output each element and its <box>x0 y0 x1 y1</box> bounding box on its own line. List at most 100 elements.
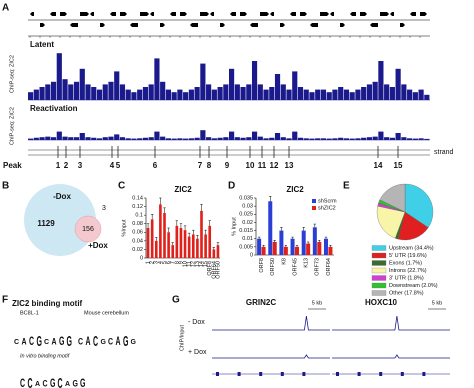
chart-title: ZIC2 <box>174 185 192 194</box>
coverage-track <box>212 354 330 359</box>
condition-label: - Dox <box>188 319 205 326</box>
signal-bar <box>142 87 149 100</box>
error-bar <box>187 232 191 237</box>
bar <box>146 228 150 258</box>
signal-bar <box>234 84 240 100</box>
legend-swatch <box>371 290 387 296</box>
peak-number: 4 <box>110 161 115 170</box>
signal-bar <box>114 134 120 140</box>
error-bar <box>313 223 317 228</box>
y-tick-label: 0.035 <box>239 195 253 201</box>
peak-number: 12 <box>270 161 279 170</box>
signal-bar <box>229 68 235 100</box>
peak-number: 9 <box>225 161 230 170</box>
gene-arrow <box>100 23 105 27</box>
signal-bar <box>154 131 160 140</box>
signal-bar <box>85 84 91 100</box>
motif-letter: C <box>20 377 25 388</box>
coverage-track <box>332 315 450 331</box>
bar <box>179 228 183 258</box>
gene-arrow <box>60 12 67 16</box>
error-bar <box>159 197 162 205</box>
signal-bar <box>234 137 240 140</box>
signal-bar <box>280 137 286 140</box>
venn-minus <box>24 184 96 256</box>
signal-bar <box>246 137 252 140</box>
y-tick-label: 0.005 <box>239 244 253 250</box>
bar <box>159 204 162 258</box>
signal-bar <box>96 89 103 100</box>
error-bar <box>208 220 211 226</box>
y-tick-label: 0.01 <box>242 236 253 242</box>
signal-bar <box>297 137 304 140</box>
legend-label: Upstream (34.4%) <box>389 245 434 251</box>
motif-letter: A <box>65 381 70 388</box>
motif-letter: A <box>22 335 27 346</box>
legend-label: Introns (22.7%) <box>389 268 427 274</box>
motif-letter: C <box>78 335 83 346</box>
error-bar <box>262 244 265 247</box>
bar <box>312 227 317 255</box>
x-tick-label: 15 <box>203 261 209 267</box>
legend-swatch <box>312 199 316 203</box>
gene-arrow <box>80 12 89 16</box>
signal-bar <box>183 138 189 140</box>
x-tick-label: 12 <box>191 261 197 267</box>
signal-bar <box>355 138 361 140</box>
panel-label: F <box>2 295 8 306</box>
panel-label: B <box>2 181 9 192</box>
signal-bar <box>320 138 327 140</box>
signal-bar <box>148 137 154 140</box>
gene-arrow <box>140 12 149 16</box>
exon <box>357 372 361 376</box>
x-tick-label: 10 <box>183 261 189 267</box>
legend-label: shZIC2 <box>318 205 336 211</box>
signal-bar <box>280 84 286 100</box>
motif-letter: A <box>116 335 121 348</box>
signal-bar <box>183 92 189 100</box>
motif-name: In vitro binding motif <box>20 353 70 359</box>
error-bar <box>200 204 203 211</box>
bar <box>187 236 191 258</box>
legend-swatch <box>371 282 387 289</box>
signal-bar <box>418 89 424 100</box>
x-tick-label: 2 <box>150 261 156 264</box>
track-ylabel: ChIP-seq: ZIC2 <box>9 55 15 93</box>
error-bar <box>146 223 150 228</box>
y-tick-label: 0.1 <box>135 213 143 219</box>
exon <box>280 372 284 376</box>
panel-label: D <box>228 181 235 192</box>
signal-bar <box>131 138 137 140</box>
signal-bar <box>171 138 177 140</box>
signal-bar <box>366 137 372 140</box>
signal-bar <box>200 63 206 100</box>
signal-bar <box>154 58 160 100</box>
legend-label: Downstream (2.0%) <box>389 283 438 289</box>
panel-label: E <box>343 181 350 192</box>
signal-bar <box>28 92 34 100</box>
signal-bar <box>338 137 344 140</box>
bar <box>279 230 284 255</box>
error-bar <box>155 237 158 241</box>
signal-bar <box>384 84 390 100</box>
error-bar <box>295 244 299 247</box>
signal-bar <box>269 137 275 140</box>
x-tick-label: 13 <box>195 261 201 267</box>
signal-bar <box>384 137 390 140</box>
gene-arrow <box>30 12 34 16</box>
gene-name: HOXC10 <box>365 298 398 307</box>
signal-bar <box>125 89 131 100</box>
bar <box>323 238 328 255</box>
signal-bar <box>303 89 309 100</box>
signal-bar <box>292 131 298 140</box>
signal-bar <box>286 89 292 100</box>
gene-arrow <box>390 12 394 16</box>
signal-bar <box>303 138 309 140</box>
scale-label: 5 kb <box>432 300 442 306</box>
bar <box>208 225 212 258</box>
error-bar <box>204 229 207 235</box>
x-tick-label: ORF8 <box>259 258 265 273</box>
peak-label: Peak <box>3 161 22 170</box>
set-count: 1129 <box>37 219 55 228</box>
error-bar <box>329 244 332 247</box>
